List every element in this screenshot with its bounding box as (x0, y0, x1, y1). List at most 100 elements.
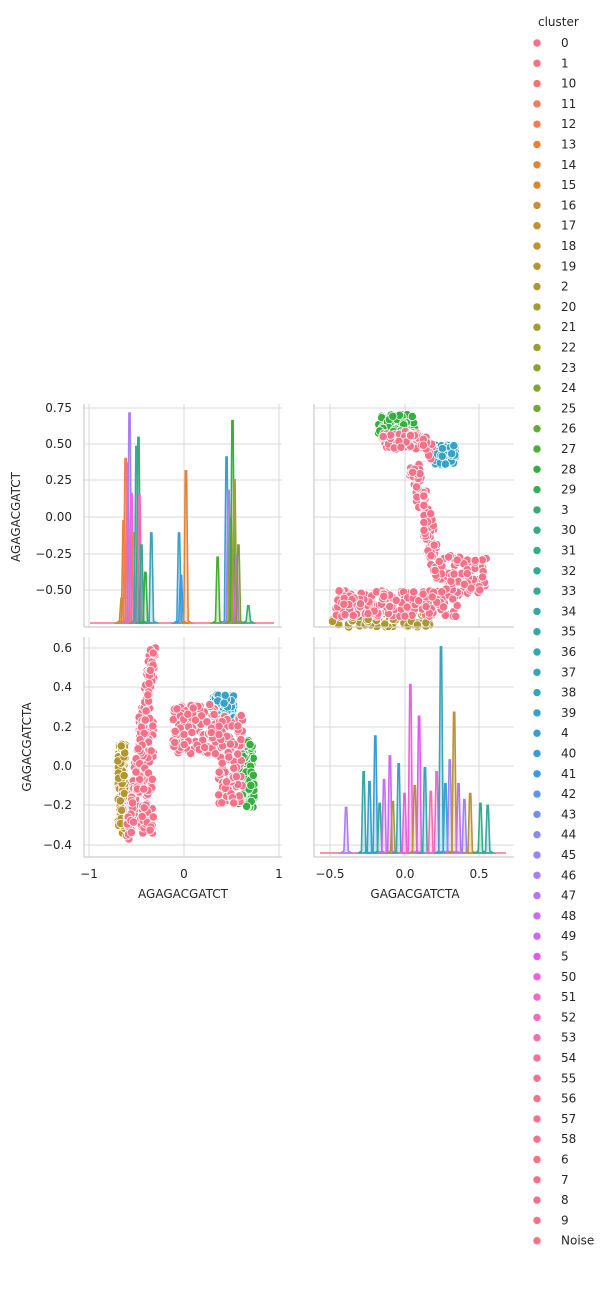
scatter-point (236, 710, 246, 721)
scatter-point (168, 714, 178, 725)
scatter-point (179, 739, 189, 750)
legend-label-50: 50 (561, 970, 576, 984)
legend-marker-0 (532, 38, 542, 48)
legend-marker-15 (532, 180, 542, 190)
legend-marker-12 (532, 119, 542, 129)
scatter-point (217, 798, 227, 808)
scatter-point (470, 555, 480, 566)
legend-marker-31 (532, 546, 542, 555)
scatter-point (418, 440, 428, 450)
ytick-row2-3: 0.2 (53, 720, 72, 734)
ytick-row1-3: 0.25 (45, 473, 72, 487)
legend-marker-27 (532, 444, 542, 454)
legend-marker-57 (532, 1114, 542, 1124)
scatter-group-upper-right (429, 440, 461, 470)
scatter-point (172, 704, 182, 714)
legend-marker-10 (532, 79, 542, 88)
legend-marker-13 (532, 140, 542, 149)
legend-label-24: 24 (561, 381, 576, 395)
legend-marker-54 (532, 1053, 542, 1063)
legend-marker-2 (532, 282, 542, 291)
legend-label-44: 44 (561, 828, 576, 842)
scatter-point (412, 620, 422, 630)
legend-marker-8 (532, 1195, 542, 1205)
legend-marker-20 (532, 302, 542, 312)
scatter-point (131, 767, 141, 777)
legend-label-30: 30 (561, 523, 576, 537)
legend-label-20: 20 (561, 300, 576, 314)
scatter-point (355, 599, 366, 609)
panel-row2-col2 (313, 637, 514, 858)
legend-label-6: 6 (561, 1153, 569, 1167)
scatter-point (430, 565, 440, 576)
scatter-point (391, 595, 401, 605)
legend-marker-4 (532, 728, 542, 738)
scatter-point (245, 739, 255, 750)
legend-marker-18 (532, 241, 542, 251)
legend-label-47: 47 (561, 889, 576, 903)
scatter-point (380, 619, 390, 629)
legend-label-12: 12 (561, 117, 576, 131)
legend-marker-Noise (532, 1236, 542, 1245)
scatter-point (388, 411, 398, 421)
legend-marker-5 (532, 952, 542, 961)
scatter-point (119, 770, 129, 781)
scatter-point (426, 509, 436, 519)
legend-label-58: 58 (561, 1132, 576, 1146)
scatter-point (459, 579, 469, 589)
legend-marker-28 (532, 464, 542, 474)
legend-marker-44 (532, 830, 542, 840)
scatter-point (220, 690, 230, 701)
scatter-point (233, 749, 243, 759)
legend-marker-9 (532, 1216, 542, 1225)
legend-label-4: 4 (561, 726, 569, 740)
panel-row1-col1 (83, 404, 282, 628)
scatter-point (248, 770, 258, 780)
legend-label-39: 39 (561, 706, 576, 720)
scatter-point (209, 709, 219, 720)
legend-label-Noise: Noise (561, 1234, 594, 1248)
legend-marker-35 (532, 627, 542, 637)
legend-label-43: 43 (561, 807, 576, 821)
legend-label-23: 23 (561, 361, 576, 375)
legend-marker-43 (532, 810, 542, 819)
scatter-point (148, 648, 158, 658)
legend-label-1: 1 (561, 56, 569, 70)
legend-marker-7 (532, 1175, 542, 1185)
scatter-point (137, 811, 147, 822)
legend-marker-23 (532, 363, 542, 373)
scatter-point (140, 715, 150, 725)
legend-label-42: 42 (561, 787, 576, 801)
panel-row2-col1 (83, 637, 282, 858)
scatter-point (224, 752, 234, 762)
legend-marker-14 (532, 160, 542, 170)
scatter-point (196, 711, 207, 721)
scatter-point (379, 591, 389, 601)
labels-layer: AGAGACGATCT GAGACGATCTA AGAGACGATCT GAGA… (9, 471, 460, 901)
scatter-point (144, 678, 154, 689)
legend-label-29: 29 (561, 483, 576, 497)
scatter-point (146, 746, 156, 756)
legend-label-53: 53 (561, 1031, 576, 1045)
col2-xlabel: GAGACGATCTA (370, 887, 460, 901)
ytick-row1-5: 0.75 (45, 401, 72, 415)
scatter-point (229, 763, 239, 773)
scatter-point (477, 572, 488, 582)
legend-label-0: 0 (561, 36, 569, 50)
scatter-point (179, 729, 189, 740)
scatter-point (147, 774, 157, 784)
legend-marker-3 (532, 505, 542, 515)
legend-marker-24 (532, 383, 542, 393)
xtick-col2-0: −0.5 (315, 867, 344, 881)
scatter-point (214, 790, 224, 800)
scatter-point (129, 817, 139, 827)
legend-marker-38 (532, 688, 542, 697)
scatter-point (334, 586, 344, 596)
kde-peak-23 (472, 802, 489, 854)
legend-label-48: 48 (561, 909, 576, 923)
panel-row1-col2 (313, 404, 514, 632)
scatter-point (225, 739, 235, 749)
scatter-point (434, 556, 444, 567)
scatter-point (116, 741, 126, 751)
